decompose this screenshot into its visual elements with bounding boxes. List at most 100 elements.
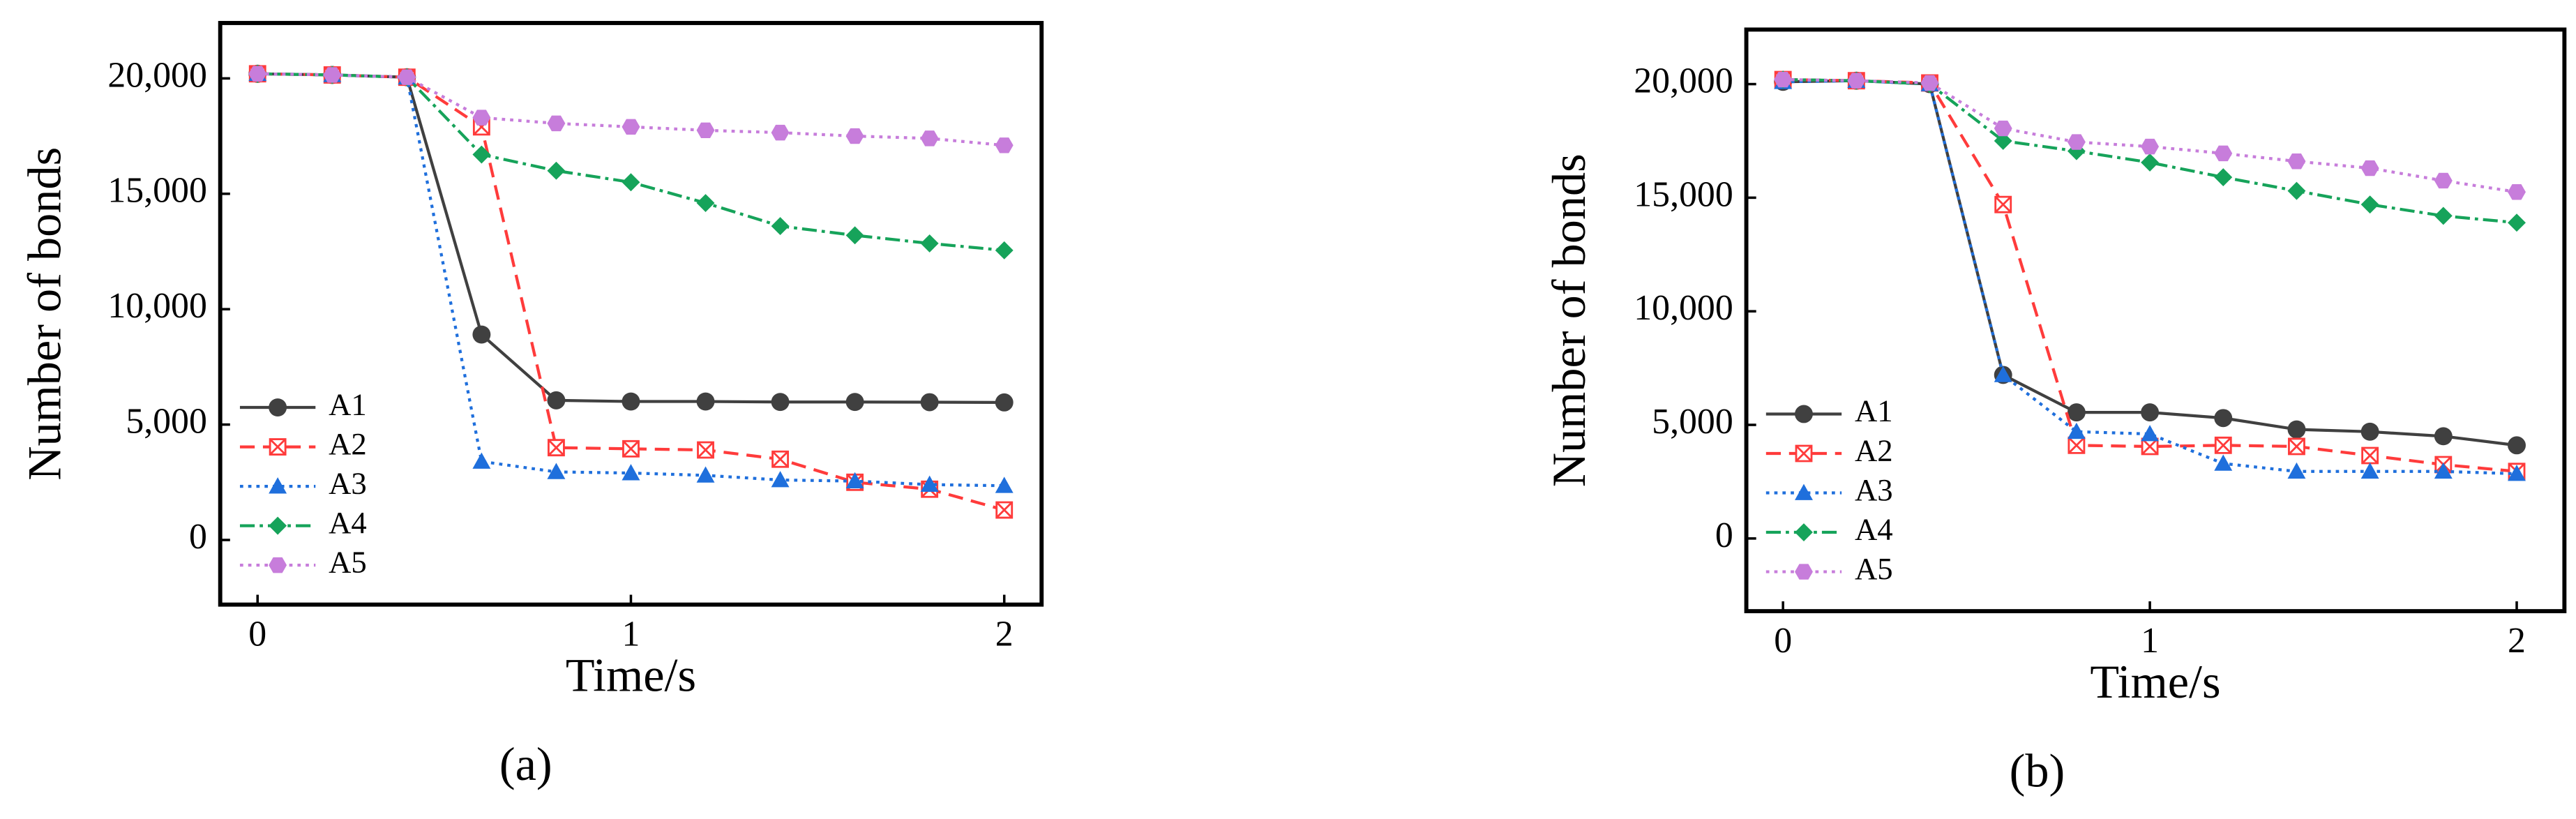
marker: [1795, 483, 1813, 500]
marker: [248, 66, 267, 82]
series-line: [257, 72, 1004, 252]
caption: (b): [2010, 744, 2065, 797]
marker: [771, 393, 790, 412]
marker: [920, 393, 939, 412]
marker: [920, 234, 939, 253]
y-tick-label: 5,000: [126, 402, 207, 442]
x-tick-label: 2: [995, 615, 1014, 654]
marker: [696, 194, 715, 212]
marker: [2214, 409, 2233, 428]
marker: [323, 67, 342, 83]
marker: [771, 124, 790, 141]
marker: [622, 464, 640, 481]
legend-label: A2: [1855, 433, 1893, 467]
marker: [771, 450, 789, 468]
marker: [920, 130, 939, 146]
marker: [995, 476, 1014, 493]
marker: [622, 439, 640, 458]
marker: [2508, 465, 2526, 481]
marker: [2141, 425, 2160, 442]
marker: [2067, 422, 2086, 439]
y-tick-label: 10,000: [107, 286, 206, 326]
x-tick-label: 0: [1774, 621, 1792, 661]
y-tick-label: 5,000: [1652, 402, 1733, 442]
marker: [547, 161, 566, 180]
y-tick-label: 0: [1715, 516, 1733, 555]
marker: [1847, 73, 1866, 89]
legend-label: A1: [329, 386, 367, 421]
marker: [2067, 134, 2086, 150]
marker: [1795, 405, 1813, 423]
marker: [2141, 138, 2160, 155]
marker: [845, 226, 864, 245]
marker: [2361, 446, 2379, 465]
marker: [1795, 444, 1813, 463]
series-line: [257, 72, 1004, 488]
marker: [1994, 120, 2012, 137]
marker: [2287, 462, 2306, 479]
legend-label: A3: [329, 465, 367, 500]
marker: [1994, 195, 2012, 213]
marker: [2434, 172, 2453, 189]
marker: [622, 173, 640, 192]
marker: [2508, 184, 2526, 200]
y-axis-label: Number of bonds: [17, 147, 70, 481]
legend-label: A3: [1855, 472, 1893, 507]
marker: [547, 391, 566, 410]
marker: [697, 441, 714, 459]
x-axis-label: Time/s: [2090, 655, 2220, 708]
marker: [2434, 427, 2453, 446]
marker: [269, 557, 287, 573]
marker: [2360, 422, 2379, 441]
series-line: [257, 72, 1004, 147]
marker: [995, 393, 1014, 412]
marker: [269, 477, 287, 494]
marker: [2141, 403, 2160, 422]
series-line: [1783, 77, 2517, 194]
marker: [845, 128, 864, 144]
marker: [547, 115, 566, 132]
marker: [995, 501, 1014, 519]
marker: [2067, 436, 2086, 454]
caption: (a): [499, 737, 552, 790]
marker: [269, 516, 287, 535]
marker: [1795, 523, 1813, 541]
marker: [2141, 437, 2159, 456]
marker: [995, 241, 1014, 260]
marker: [622, 392, 640, 411]
marker: [2214, 145, 2233, 162]
plot-frame: [1744, 27, 2567, 614]
y-tick-label: 10,000: [1634, 288, 1733, 328]
marker: [845, 472, 864, 489]
y-tick-label: 15,000: [107, 171, 206, 211]
y-tick-label: 0: [189, 517, 207, 557]
marker: [696, 122, 715, 139]
marker: [1920, 75, 1939, 91]
marker: [771, 217, 790, 236]
marker: [472, 110, 491, 126]
marker: [472, 452, 491, 469]
marker: [2434, 206, 2453, 225]
marker: [398, 69, 416, 85]
x-tick-label: 2: [2508, 621, 2526, 661]
marker: [2508, 213, 2526, 232]
marker: [1795, 564, 1813, 580]
marker: [696, 392, 715, 411]
marker: [2360, 160, 2379, 176]
x-tick-label: 0: [248, 615, 266, 654]
marker: [2287, 181, 2306, 200]
marker: [2360, 195, 2379, 214]
marker: [2214, 168, 2233, 187]
series-line: [1783, 79, 2517, 476]
marker: [696, 466, 715, 483]
legend-label: A4: [1855, 511, 1893, 546]
legend-label: A1: [1855, 393, 1893, 428]
y-tick-label: 15,000: [1634, 174, 1733, 214]
marker: [2360, 462, 2379, 479]
legend-label: A2: [329, 426, 367, 461]
x-tick-label: 1: [622, 615, 640, 654]
y-tick-label: 20,000: [1634, 61, 1733, 100]
x-tick-label: 1: [2141, 621, 2159, 661]
